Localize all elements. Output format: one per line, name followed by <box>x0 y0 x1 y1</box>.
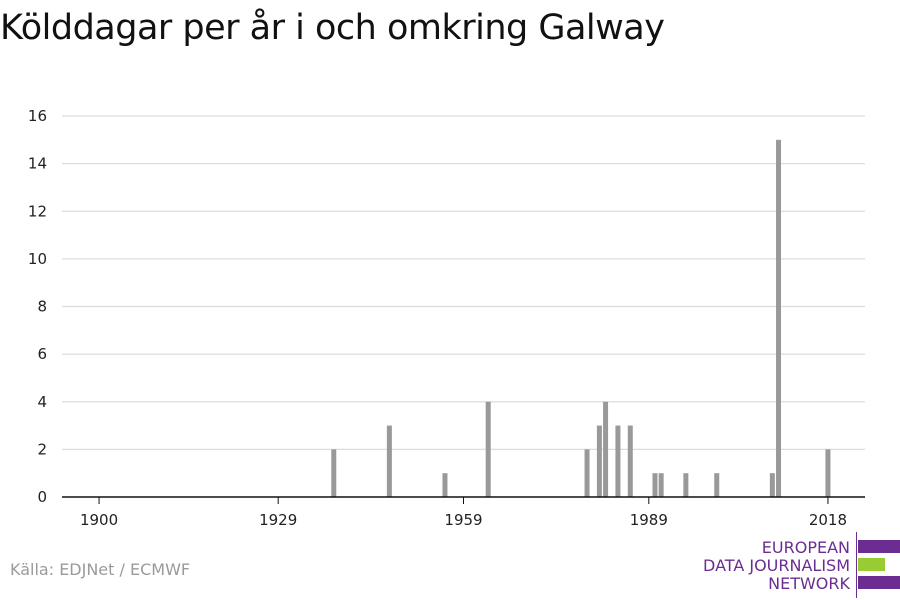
y-tick-label: 2 <box>37 440 47 458</box>
logo-purple-bar-top <box>858 540 900 553</box>
x-tick-labels: 1900 1929 1959 1989 2018 <box>80 511 847 529</box>
y-tick-labels: 0 2 4 6 8 10 12 14 16 <box>28 107 47 506</box>
axes <box>62 496 865 504</box>
logo-divider <box>856 532 857 598</box>
bar <box>615 425 621 497</box>
source-note: Källa: EDJNet / ECMWF <box>10 560 191 579</box>
y-tick-label: 14 <box>28 155 47 173</box>
edjnet-logo: EUROPEAN DATA JOURNALISM NETWORK <box>700 532 900 600</box>
bars <box>331 139 831 497</box>
logo-green-bar <box>858 558 885 571</box>
y-tick-label: 0 <box>37 488 47 506</box>
bar <box>442 473 448 497</box>
bar <box>386 425 392 497</box>
bar <box>776 139 782 497</box>
y-tick-label: 10 <box>28 250 47 268</box>
y-tick-label: 16 <box>28 107 47 125</box>
logo-line-1: EUROPEAN <box>761 538 850 557</box>
bar <box>714 473 720 497</box>
bar <box>331 449 337 497</box>
bar <box>658 473 664 497</box>
gridlines <box>62 115 865 450</box>
bar <box>683 473 689 497</box>
x-tick-label: 1989 <box>630 511 668 529</box>
x-tick-label: 2018 <box>809 511 847 529</box>
logo-purple-bar-bottom <box>858 576 900 589</box>
bar <box>603 401 609 497</box>
y-tick-label: 6 <box>37 345 47 363</box>
bar <box>584 449 590 497</box>
bar <box>596 425 602 497</box>
chart-title: Kölddagar per år i och omkring Galway <box>0 8 665 48</box>
bar <box>485 401 491 497</box>
y-tick-label: 12 <box>28 202 47 220</box>
logo-line-2: DATA JOURNALISM <box>703 556 850 575</box>
bar <box>652 473 658 497</box>
bar <box>769 473 775 497</box>
bar <box>627 425 633 497</box>
x-tick-label: 1929 <box>259 511 297 529</box>
logo-line-3: NETWORK <box>768 574 850 593</box>
x-tick-label: 1900 <box>80 511 118 529</box>
y-tick-label: 8 <box>37 298 47 316</box>
bar <box>825 449 831 497</box>
y-tick-label: 4 <box>37 393 47 411</box>
x-tick-label: 1959 <box>444 511 482 529</box>
